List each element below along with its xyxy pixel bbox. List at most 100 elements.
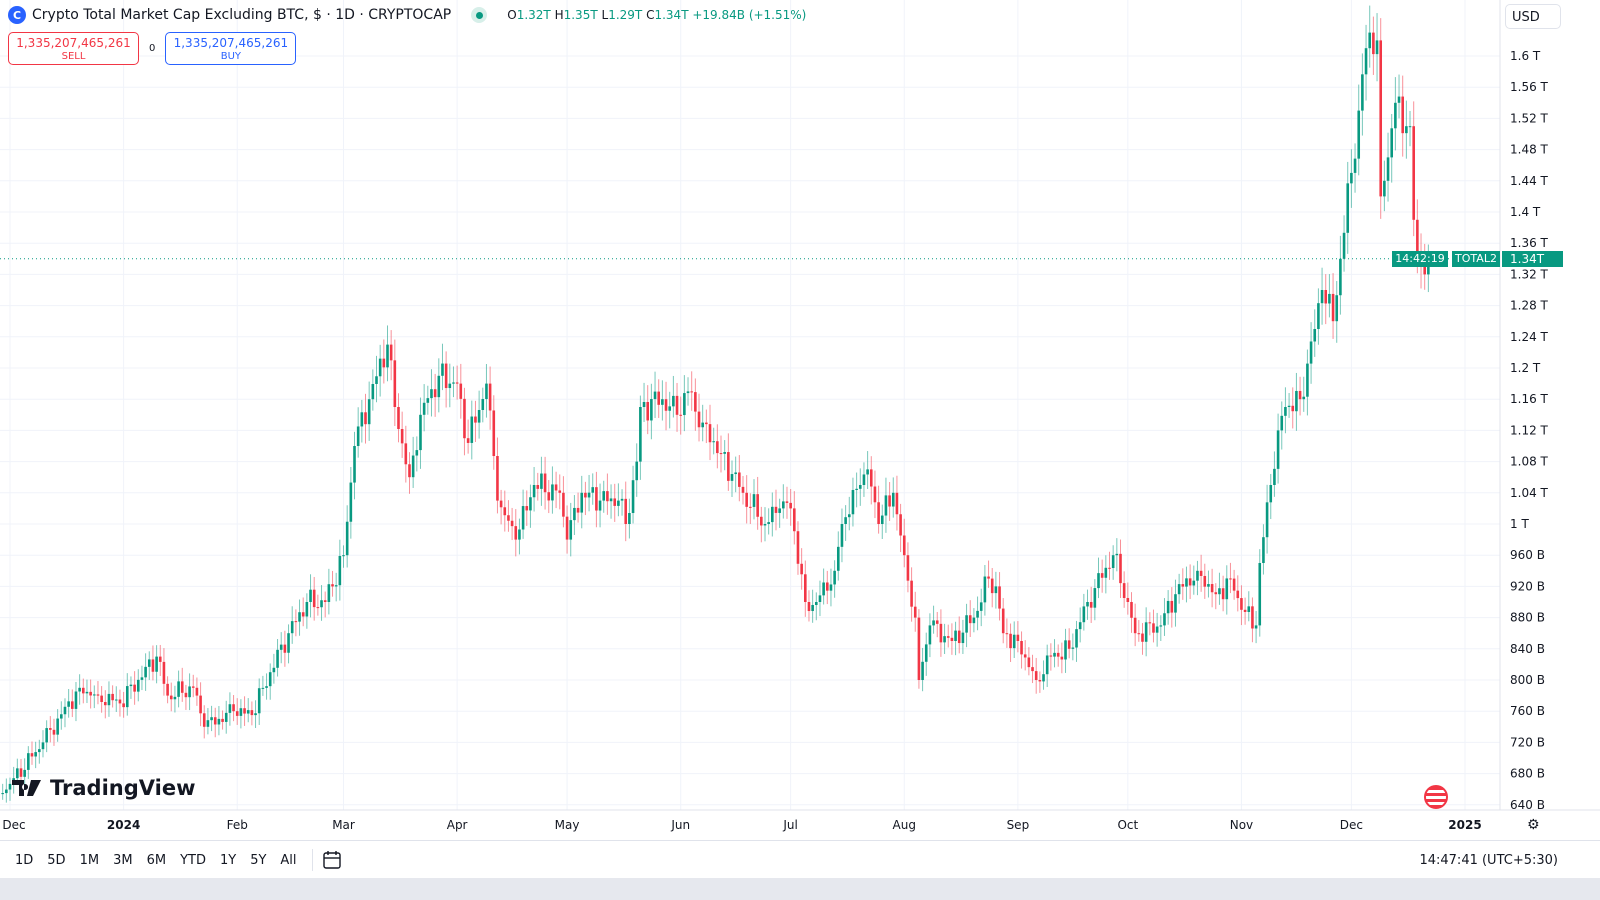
buy-button[interactable]: 1,335,207,465,261 BUY [165, 32, 297, 65]
settings-gear-icon[interactable]: ⚙ [1527, 817, 1540, 833]
candle-body [932, 620, 935, 626]
candle-body [1016, 634, 1020, 641]
candle-body [738, 472, 741, 487]
symbol-tag: TOTAL2 [1452, 250, 1500, 267]
candle-body [404, 443, 408, 465]
tradingview-logo[interactable]: TradingView [12, 776, 195, 800]
time-tick-label: 2024 [107, 818, 140, 832]
time-tick-label: Jun [670, 818, 690, 832]
price-chart[interactable]: 1.6 T 1.56 T 1.52 T 1.48 T 1.44 T 1.4 T 1.36 T… [0, 0, 1600, 840]
candle-body [1254, 625, 1258, 629]
candle-body [1163, 613, 1166, 626]
time-tick-label: Dec [2, 818, 25, 832]
range-1m[interactable]: 1M [79, 852, 100, 868]
candle-body [990, 578, 994, 594]
sell-button[interactable]: 1,335,207,465,261 SELL [8, 32, 139, 65]
candle-body [1401, 96, 1404, 134]
time-tick-label: Sep [1007, 818, 1030, 832]
candle-body [195, 687, 199, 696]
candle-body [650, 399, 653, 421]
candle-body [844, 517, 847, 524]
clock-timezone[interactable]: 14:47:41 (UTC+5:30) [1419, 852, 1558, 868]
range-5d[interactable]: 5D [47, 852, 66, 868]
candle-body [1320, 290, 1324, 304]
candle-body [477, 409, 481, 423]
bottom-band [0, 878, 1600, 900]
candle-body [1306, 363, 1309, 397]
candle-body [82, 687, 85, 694]
range-ytd[interactable]: YTD [180, 852, 206, 868]
candle-body [52, 729, 56, 735]
candle-body [668, 406, 671, 411]
calendar-goto-icon[interactable] [321, 849, 343, 871]
candle-body [518, 529, 521, 540]
candle-body [466, 438, 470, 443]
candle-body [1408, 126, 1412, 128]
candle-body [1001, 608, 1005, 634]
candle-body [551, 484, 554, 501]
candle-body [573, 507, 576, 521]
candle-body [1188, 578, 1192, 586]
time-tick-label: Jul [782, 818, 797, 832]
candle-body [1203, 575, 1207, 587]
candle-body [745, 492, 748, 507]
time-tick-label: Aug [893, 818, 916, 832]
candle-body [1038, 680, 1042, 682]
candle-body [873, 486, 877, 503]
range-all[interactable]: All [280, 852, 297, 868]
candle-body [433, 389, 437, 398]
market-status-icon[interactable] [471, 7, 488, 23]
price-tick-label: 1.44 T [1510, 174, 1549, 188]
candle-body [752, 494, 756, 507]
candle-body [100, 695, 103, 703]
candle-body [855, 488, 858, 490]
candle-body [877, 502, 880, 524]
candle-body [921, 661, 924, 680]
symbol-title[interactable]: Crypto Total Market Cap Excluding BTC, $… [32, 7, 452, 23]
candle-body [199, 695, 202, 714]
candle-body [180, 681, 184, 693]
candle-body [279, 644, 283, 650]
candle-body [499, 500, 503, 508]
candle-body [1170, 600, 1174, 613]
candle-body [455, 382, 459, 384]
candle-body [309, 589, 312, 602]
candle-body [60, 714, 63, 719]
price-tick-label: 800 B [1510, 673, 1545, 687]
candle-body [1218, 588, 1221, 595]
candle-body [1064, 640, 1067, 660]
candle-body [730, 474, 734, 481]
candle-body [1214, 592, 1218, 595]
candle-body [521, 506, 525, 530]
candle-body [111, 693, 114, 701]
range-1y[interactable]: 1Y [219, 852, 237, 868]
price-tick-label: 1.08 T [1510, 455, 1549, 469]
range-5y[interactable]: 5Y [250, 852, 267, 868]
currency-select[interactable]: USD [1505, 4, 1561, 29]
candle-body [1152, 623, 1155, 633]
candle-body [415, 450, 419, 456]
candle-body [375, 376, 378, 384]
candle-body [353, 446, 356, 483]
candle-body [1181, 584, 1185, 587]
candle-body [540, 473, 543, 489]
range-3m[interactable]: 3M [113, 852, 133, 868]
candle-body [646, 401, 650, 421]
candle-body [1097, 573, 1100, 589]
range-1d[interactable]: 1D [15, 852, 34, 868]
us-flag-icon[interactable] [1424, 785, 1448, 809]
candle-body [474, 416, 477, 423]
candle-body [727, 452, 730, 481]
price-tick-label: 640 B [1510, 798, 1545, 812]
chart-canvas[interactable]: 1.6 T 1.56 T 1.52 T 1.48 T 1.44 T 1.4 T 1.36 T… [0, 0, 1600, 840]
spread-value: 0 [149, 43, 156, 54]
candle-body [1236, 590, 1240, 599]
candle-body [1020, 641, 1023, 655]
candle-body [122, 703, 125, 708]
candle-body [133, 684, 136, 692]
candle-body [529, 497, 532, 511]
range-6m[interactable]: 6M [146, 852, 167, 868]
candle-body [1405, 126, 1408, 134]
candle-body [1192, 580, 1196, 586]
candle-body [602, 491, 606, 501]
